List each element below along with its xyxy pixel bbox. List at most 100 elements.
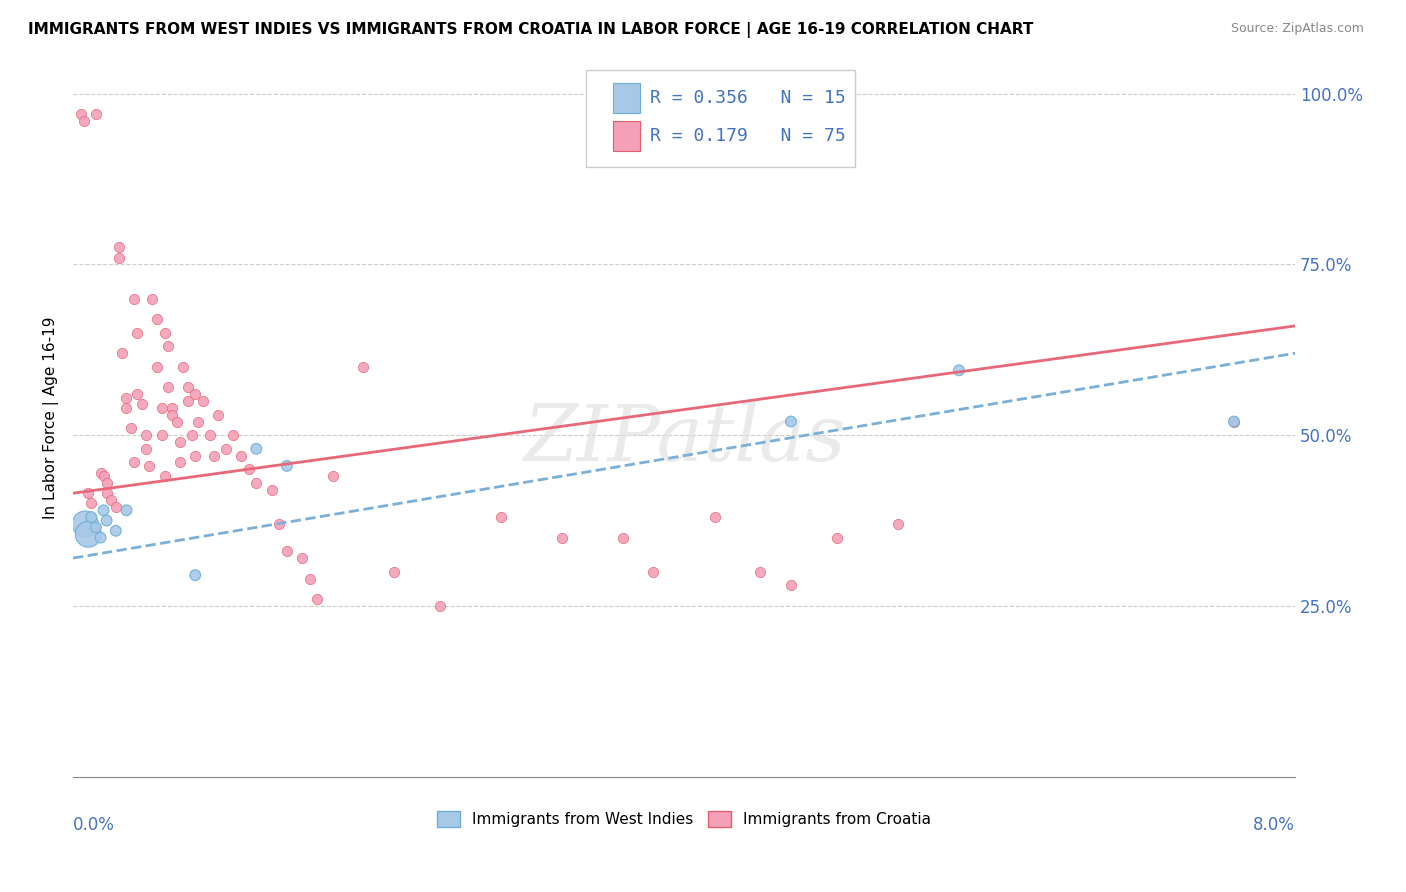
Text: R = 0.356   N = 15: R = 0.356 N = 15 xyxy=(650,88,845,107)
Point xyxy=(245,442,267,456)
Text: IMMIGRANTS FROM WEST INDIES VS IMMIGRANTS FROM CROATIA IN LABOR FORCE | AGE 16-1: IMMIGRANTS FROM WEST INDIES VS IMMIGRANT… xyxy=(28,22,1033,38)
Text: 0.0%: 0.0% xyxy=(73,816,115,834)
Point xyxy=(276,544,298,558)
Point xyxy=(200,428,222,442)
Point xyxy=(104,524,127,538)
Point xyxy=(166,415,188,429)
Point xyxy=(948,363,970,377)
Point xyxy=(162,408,184,422)
Point xyxy=(780,578,803,592)
Point xyxy=(172,359,194,374)
Point xyxy=(96,475,118,490)
Point xyxy=(75,516,97,531)
Point xyxy=(96,486,118,500)
Point xyxy=(643,565,665,579)
Point xyxy=(202,449,225,463)
Text: ZIPatlas: ZIPatlas xyxy=(523,401,845,478)
Point xyxy=(291,551,314,566)
Point xyxy=(184,449,207,463)
Point xyxy=(181,428,204,442)
Point xyxy=(111,346,134,360)
Point xyxy=(184,387,207,401)
Point xyxy=(96,514,118,528)
Text: 8.0%: 8.0% xyxy=(1253,816,1295,834)
Point xyxy=(153,469,176,483)
Point xyxy=(93,503,115,517)
Point xyxy=(749,565,772,579)
Point xyxy=(176,394,198,409)
Point xyxy=(141,292,163,306)
Point xyxy=(269,516,291,531)
Point xyxy=(191,394,214,409)
Point xyxy=(131,397,153,411)
Point xyxy=(146,312,169,326)
Point xyxy=(162,401,184,415)
Point xyxy=(127,326,149,340)
Point xyxy=(153,326,176,340)
Point xyxy=(120,421,142,435)
Point xyxy=(69,107,91,121)
Point xyxy=(135,442,157,456)
Point xyxy=(780,415,803,429)
Point xyxy=(84,520,107,534)
Point xyxy=(184,568,207,582)
Point xyxy=(207,408,229,422)
Point xyxy=(229,449,252,463)
Point xyxy=(150,428,173,442)
Point xyxy=(352,359,374,374)
Point xyxy=(108,240,131,254)
Point xyxy=(100,493,122,508)
Point xyxy=(108,251,131,265)
Point xyxy=(122,455,145,469)
Point xyxy=(222,428,245,442)
Point xyxy=(1223,415,1246,429)
Point xyxy=(89,531,111,545)
Point xyxy=(187,415,209,429)
Point xyxy=(276,458,298,473)
FancyBboxPatch shape xyxy=(613,83,640,112)
Point xyxy=(382,565,405,579)
Point xyxy=(138,458,160,473)
Point xyxy=(298,572,321,586)
Point xyxy=(93,469,115,483)
Point xyxy=(150,401,173,415)
Point xyxy=(825,531,848,545)
Point xyxy=(146,359,169,374)
Legend: Immigrants from West Indies, Immigrants from Croatia: Immigrants from West Indies, Immigrants … xyxy=(430,805,938,833)
Text: Source: ZipAtlas.com: Source: ZipAtlas.com xyxy=(1230,22,1364,36)
Point xyxy=(703,510,725,524)
Text: R = 0.179   N = 75: R = 0.179 N = 75 xyxy=(650,128,845,145)
Point xyxy=(551,531,574,545)
Point xyxy=(127,387,149,401)
Point xyxy=(77,527,100,541)
Point xyxy=(169,435,191,450)
Point xyxy=(260,483,283,497)
Point xyxy=(238,462,260,476)
Point xyxy=(84,107,107,121)
Point xyxy=(156,339,179,353)
Point xyxy=(176,380,198,394)
Point xyxy=(104,500,127,514)
Point xyxy=(612,531,634,545)
Point xyxy=(322,469,344,483)
Point xyxy=(89,466,111,480)
Point xyxy=(215,442,238,456)
Point xyxy=(77,486,100,500)
Point xyxy=(115,503,138,517)
Point xyxy=(307,592,329,607)
Point xyxy=(135,428,157,442)
Point xyxy=(169,455,191,469)
FancyBboxPatch shape xyxy=(586,70,855,167)
Point xyxy=(887,516,910,531)
FancyBboxPatch shape xyxy=(613,121,640,152)
Point xyxy=(1223,415,1246,429)
Point xyxy=(489,510,512,524)
Point xyxy=(80,496,103,510)
Point xyxy=(80,510,103,524)
Point xyxy=(115,401,138,415)
Y-axis label: In Labor Force | Age 16-19: In Labor Force | Age 16-19 xyxy=(44,317,59,519)
Point xyxy=(245,475,267,490)
Point xyxy=(429,599,451,613)
Point xyxy=(115,391,138,405)
Point xyxy=(73,114,96,128)
